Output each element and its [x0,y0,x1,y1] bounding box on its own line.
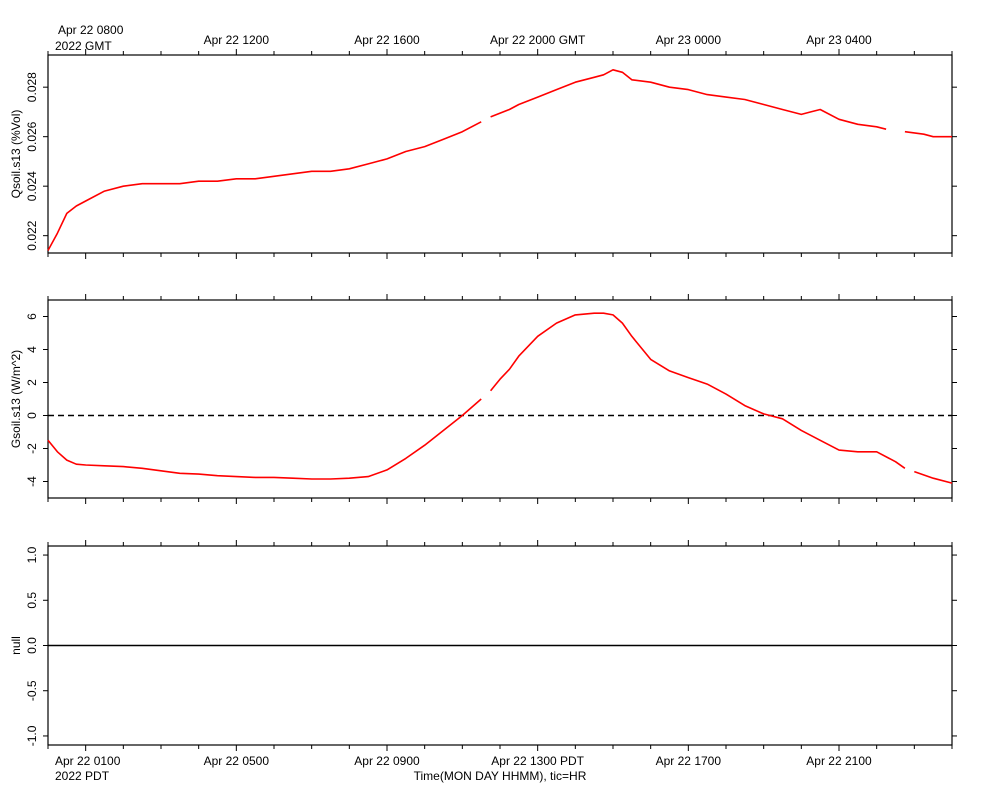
y-axis-label: null [9,636,23,655]
bottom-axis-year-label: 2022 PDT [55,769,110,783]
y-tick-label: 6 [25,313,39,320]
data-series-line [47,312,953,484]
plot-frame [47,54,953,254]
y-tick-label: 0.024 [25,171,39,201]
bottom-axis-tick-label: Apr 22 0100 [55,754,121,768]
top-axis-tick-label: Apr 22 1600 [354,33,420,47]
bottom-axis-tick-label: Apr 22 0900 [354,754,420,768]
bottom-axis-tick-label: Apr 22 2100 [806,754,872,768]
y-tick-label: 0.026 [25,121,39,151]
top-axis-tick-label: Apr 22 2000 GMT [490,33,586,47]
y-tick-label: -2 [25,443,39,454]
y-tick-label: 0.0 [25,637,39,654]
x-axis-label: Time(MON DAY HHMM), tic=HR [414,769,587,783]
y-tick-label: 0.5 [25,592,39,609]
bottom-axis-tick-label: Apr 22 1700 [656,754,722,768]
bottom-axis-tick-label: Apr 22 1300 PDT [491,754,584,768]
y-tick-label: 0.022 [25,220,39,250]
y-tick-label: 0 [25,412,39,419]
lines-layer [47,69,953,647]
top-axis-tick-label: Apr 22 1200 [204,33,270,47]
y-tick-label: -0.5 [25,680,39,701]
data-series-line [47,69,952,251]
y-tick-label: 4 [25,346,39,353]
top-axis-year-label: 2022 GMT [55,39,112,53]
y-tick-label: -4 [25,476,39,487]
bottom-axis-tick-label: Apr 22 0500 [204,754,270,768]
y-tick-label: -1.0 [25,725,39,746]
top-axis-tick-label: Apr 22 0800 [58,23,124,37]
y-tick-label: 0.028 [25,72,39,102]
y-axis-label: Gsoil.s13 (W/m^2) [9,350,23,448]
top-axis-tick-label: Apr 23 0400 [806,33,872,47]
plot-frame [47,299,953,499]
y-axis-label: Qsoil.s13 (%Vol) [9,110,23,199]
y-tick-label: 1.0 [25,546,39,563]
y-tick-label: 2 [25,379,39,386]
top-axis-tick-label: Apr 23 0000 [656,33,722,47]
text-layer: 2022 GMT 2022 PDT Time(MON DAY HHMM), ti… [9,23,872,783]
